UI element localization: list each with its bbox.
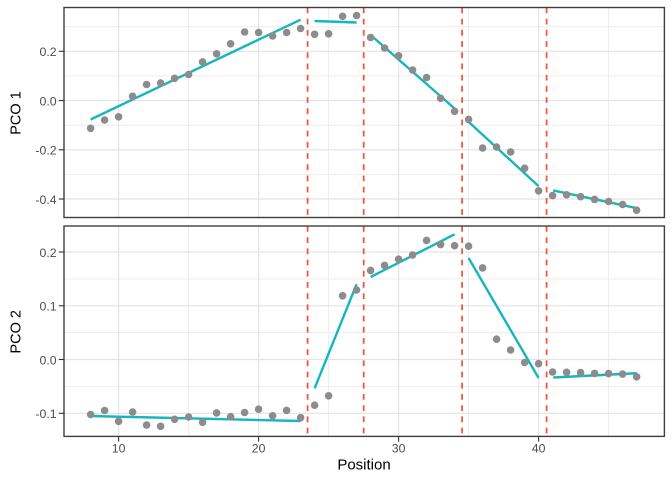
svg-text:PCO 2: PCO 2 (8, 310, 24, 354)
svg-text:Position: Position (337, 457, 390, 474)
svg-text:-0.2: -0.2 (35, 144, 56, 158)
svg-text:40: 40 (532, 442, 546, 456)
svg-text:0.0: 0.0 (39, 95, 56, 109)
svg-text:-0.4: -0.4 (35, 193, 56, 207)
svg-text:0.2: 0.2 (39, 246, 56, 260)
svg-text:0.2: 0.2 (39, 45, 56, 59)
svg-text:30: 30 (392, 442, 406, 456)
svg-text:0.1: 0.1 (39, 300, 56, 314)
svg-text:PCO 1: PCO 1 (8, 91, 24, 135)
svg-text:-0.1: -0.1 (35, 407, 56, 421)
svg-text:10: 10 (112, 442, 126, 456)
svg-text:20: 20 (252, 442, 266, 456)
svg-text:0.0: 0.0 (39, 353, 56, 367)
